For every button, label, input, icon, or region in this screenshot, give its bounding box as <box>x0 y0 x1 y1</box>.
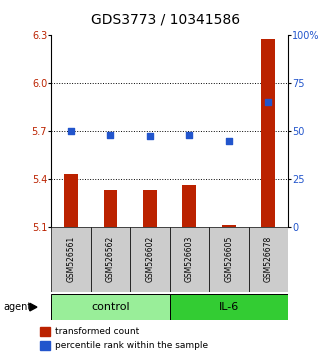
Text: transformed count: transformed count <box>55 326 139 336</box>
Bar <box>64 174 78 227</box>
Text: GSM526561: GSM526561 <box>67 236 75 282</box>
Bar <box>51 227 91 292</box>
Text: GSM526605: GSM526605 <box>224 236 233 282</box>
Bar <box>182 185 196 227</box>
Text: GSM526603: GSM526603 <box>185 236 194 282</box>
Point <box>226 138 231 143</box>
Bar <box>104 190 118 227</box>
Point <box>187 132 192 138</box>
Text: control: control <box>91 302 130 312</box>
Point <box>147 133 153 138</box>
Bar <box>169 294 288 320</box>
Point <box>108 132 113 138</box>
Text: GSM526602: GSM526602 <box>145 236 155 282</box>
Text: IL-6: IL-6 <box>219 302 239 312</box>
Bar <box>169 227 209 292</box>
Bar <box>40 327 50 336</box>
Bar <box>143 190 157 227</box>
Bar <box>261 39 275 227</box>
Point <box>69 128 74 134</box>
Text: GSM526562: GSM526562 <box>106 236 115 282</box>
Point <box>265 99 271 105</box>
Text: percentile rank within the sample: percentile rank within the sample <box>55 341 208 350</box>
Text: GSM526678: GSM526678 <box>264 236 273 282</box>
Bar <box>40 341 50 350</box>
Bar <box>91 227 130 292</box>
Bar <box>222 225 236 227</box>
Bar <box>249 227 288 292</box>
Text: agent: agent <box>3 302 31 312</box>
Bar <box>51 294 169 320</box>
Bar <box>209 227 249 292</box>
Bar <box>130 227 169 292</box>
Text: GDS3773 / 10341586: GDS3773 / 10341586 <box>91 12 240 27</box>
